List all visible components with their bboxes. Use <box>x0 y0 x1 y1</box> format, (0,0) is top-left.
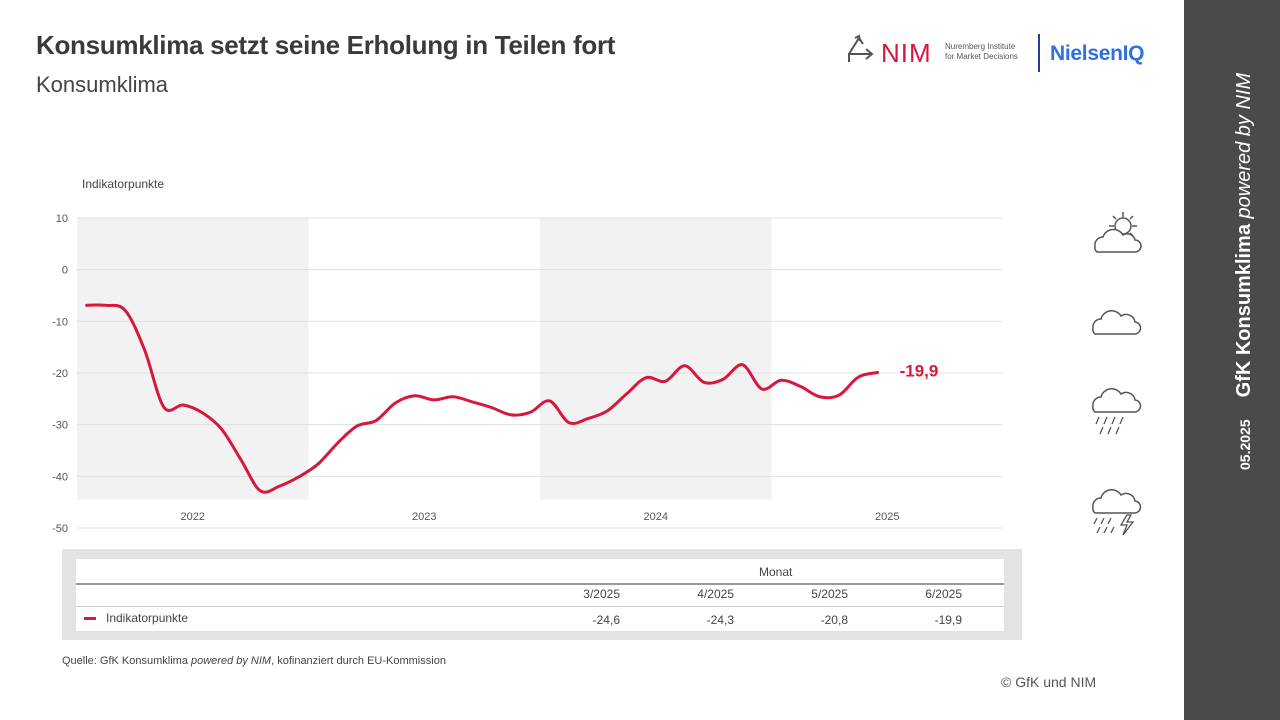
end-value-label: -19,9 <box>900 361 939 380</box>
x-tick-label: 2022 <box>181 511 205 523</box>
series-line-indikatorpunkte <box>85 303 880 494</box>
data-table-panel: Monat 3/2025 4/2025 5/2025 6/2025 Indika… <box>62 549 1022 640</box>
line-chart: 10 0 -10 -20 -30 -40 -50 2022 2023 2024 2025 Indi… <box>52 177 1003 535</box>
x-tick-label: 2023 <box>412 511 436 523</box>
table-col-header: 5/2025 <box>811 587 848 601</box>
table-cell: -19,9 <box>934 613 962 627</box>
nim-logo-subtitle: Nuremberg Institute for Market Decisions <box>945 42 1018 61</box>
y-tick-label: -30 <box>52 420 68 432</box>
source-suffix: , kofinanziert durch EU-Kommission <box>271 655 446 667</box>
sun-cloud-icon <box>1094 212 1142 253</box>
table-col-header: 6/2025 <box>925 587 962 601</box>
table-group-header: Monat <box>759 565 793 579</box>
table-cell: -24,3 <box>706 613 734 627</box>
y-tick-label: 10 <box>56 213 68 225</box>
table-cell: -20,8 <box>820 613 848 627</box>
x-tick-label: 2025 <box>875 511 899 523</box>
table-col-header: 3/2025 <box>583 587 620 601</box>
y-tick-label: -40 <box>52 471 68 483</box>
year-band-2022 <box>77 218 309 500</box>
sidebar-title-bold: GfK Konsumklima <box>1233 224 1255 398</box>
logo-divider <box>1038 34 1040 72</box>
nim-logo-text: NIM <box>881 38 932 68</box>
table-col-header: 4/2025 <box>697 587 734 601</box>
sidebar-title-italic: powered by NIM <box>1233 72 1255 219</box>
table-cell: -24,6 <box>592 613 620 627</box>
copyright: © GfK und NIM <box>1001 674 1097 690</box>
weather-icon-column <box>1085 210 1145 540</box>
rain-cloud-icon <box>1092 388 1142 435</box>
x-tick-label: 2024 <box>644 511 668 523</box>
chart-title: Konsumklima setzt seine Erholung in Teil… <box>36 30 616 60</box>
table-rule <box>76 606 1004 607</box>
y-tick-label: -50 <box>52 523 68 535</box>
sidebar <box>1184 0 1280 720</box>
logo-area: NIM Nuremberg Institute for Market Decis… <box>845 32 1165 72</box>
sidebar-date: 05.2025 <box>1237 419 1253 470</box>
cloud-icon <box>1092 310 1142 335</box>
nim-arrow-icon <box>848 34 874 62</box>
table-rule <box>76 583 1004 585</box>
source-italic: powered by NIM <box>191 655 272 667</box>
y-tick-label: 0 <box>62 265 68 277</box>
thunderstorm-icon <box>1092 489 1142 536</box>
y-tick-label: -10 <box>52 316 68 328</box>
nielseniq-logo: NielsenIQ <box>1050 42 1145 65</box>
data-table: Monat 3/2025 4/2025 5/2025 6/2025 Indika… <box>76 559 1004 631</box>
source-note: Quelle: GfK Konsumklima powered by NIM, … <box>62 655 446 667</box>
y-tick-label: -20 <box>52 368 68 380</box>
chart-subtitle: Konsumklima <box>36 72 169 97</box>
source-prefix: Quelle: GfK Konsumklima <box>62 655 191 667</box>
sidebar-caption: 05.2025 GfK Konsumklima powered by NIM <box>1233 73 1256 470</box>
table-row-label: Indikatorpunkte <box>106 611 189 625</box>
legend-swatch <box>84 617 96 620</box>
year-band-2024 <box>540 218 772 500</box>
y-axis-label: Indikatorpunkte <box>82 177 164 191</box>
